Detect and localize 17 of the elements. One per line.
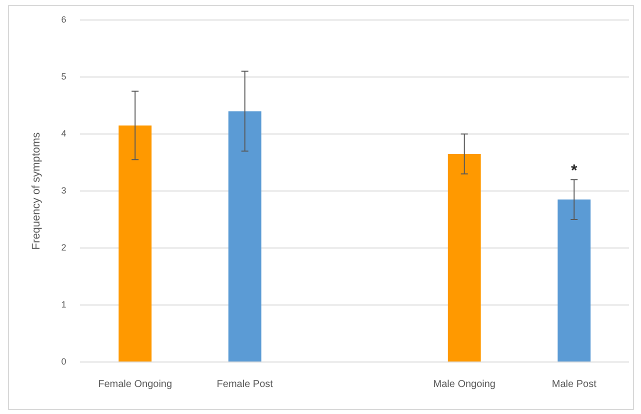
y-tick-label: 2 (61, 242, 66, 252)
bar (558, 200, 591, 362)
y-tick-label: 4 (61, 128, 66, 138)
y-axis-title: Frequency of symptoms (30, 132, 43, 250)
x-tick-label: Female Ongoing (98, 378, 172, 390)
y-tick-label: 1 (61, 299, 66, 310)
y-tick-label: 0 (61, 356, 66, 366)
x-tick-label: Male Ongoing (433, 378, 496, 390)
y-tick-label: 5 (61, 71, 66, 82)
bar (228, 111, 262, 362)
y-tick-label: 3 (61, 185, 66, 196)
y-tick-label: 6 (61, 14, 66, 24)
x-tick-label: Female Post (216, 378, 274, 390)
annotation: * (571, 162, 578, 180)
bar (448, 154, 481, 362)
x-tick-label: Male Post (552, 378, 597, 390)
bar (118, 125, 152, 362)
